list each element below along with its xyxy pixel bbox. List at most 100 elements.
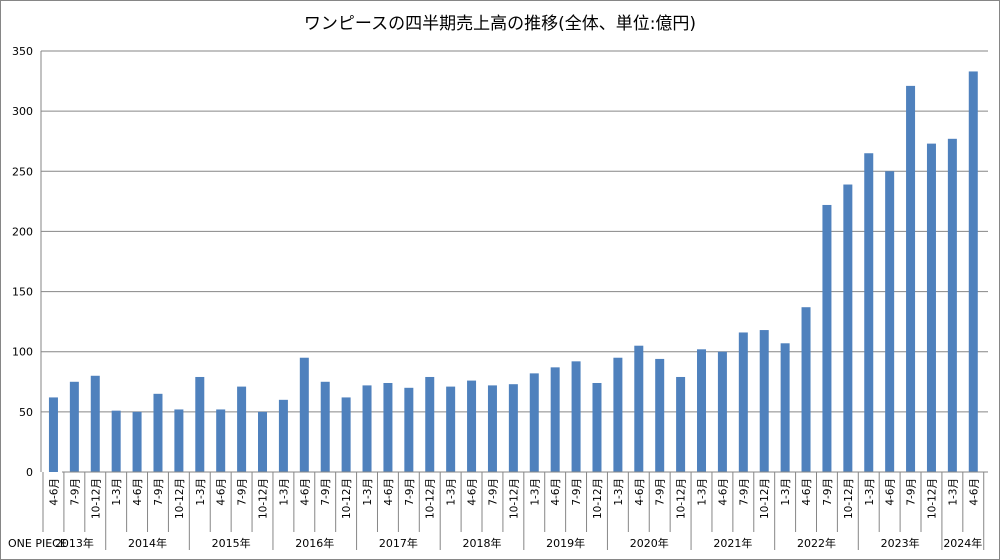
y-tick-label: 150 [12,286,33,299]
category-label: 10-12月 [759,478,771,519]
category-label: 4-6月 [132,478,144,506]
bar [508,384,518,472]
year-label: 2024年 [943,536,982,550]
bar [425,376,435,472]
bar [822,204,832,473]
category-label: 1-3月 [362,478,374,506]
year-label: 2018年 [463,536,502,550]
bar [404,387,414,472]
category-label: 4-6月 [634,478,646,506]
bar [801,307,811,472]
category-label: 7-9月 [822,478,834,506]
bar [906,85,916,472]
year-label: 2015年 [212,536,251,550]
bar [843,184,853,472]
bar [153,393,163,472]
category-label: 4-6月 [968,478,980,506]
bar [947,138,957,472]
category-label: 7-9月 [655,478,667,506]
category-label: 1-3月 [111,478,123,506]
category-label: 10-12月 [341,478,353,519]
category-label: 1-3月 [529,478,541,506]
category-label: 10-12月 [90,478,102,519]
category-label: 10-12月 [592,478,604,519]
y-tick-label: 100 [12,346,33,359]
year-label: 2016年 [295,536,334,550]
category-label: 4-6月 [48,478,60,506]
bar [613,357,623,472]
y-tick-label: 300 [12,105,33,118]
category-label: 10-12月 [425,478,437,519]
category-label: 7-9月 [571,478,583,506]
category-label: 10-12月 [174,478,186,519]
bar [174,409,184,472]
year-label: 2020年 [630,536,669,550]
bar [592,382,602,472]
category-label: 7-9月 [69,478,81,506]
chart-title: ワンピースの四半期売上高の推移(全体、単位:億円) [303,14,697,34]
bar [697,349,707,472]
bar [111,410,121,472]
category-label: 4-6月 [717,478,729,506]
bar [571,361,581,472]
bar [341,397,351,472]
category-label: 10-12月 [258,478,270,519]
category-label: 10-12月 [508,478,520,519]
bar [634,345,644,472]
bar [717,351,727,472]
year-label: 2017年 [379,536,418,550]
bar [237,386,247,472]
category-label: 1-3月 [613,478,625,506]
bar [968,71,978,472]
category-label: 10-12月 [843,478,855,519]
category-label: 4-6月 [299,478,311,506]
bar [48,397,58,472]
y-tick-label: 250 [12,165,33,178]
bar [926,143,936,472]
category-label: 7-9月 [153,478,165,506]
y-tick-label: 350 [12,45,33,58]
bar [885,171,895,473]
category-label: 4-6月 [801,478,813,506]
y-tick-label: 200 [12,225,33,238]
bar [738,332,748,472]
bar [258,411,268,472]
bar [529,373,539,472]
bar [676,376,686,472]
year-label: 2022年 [797,536,836,550]
bar [550,367,560,472]
year-label: 2021年 [713,536,752,550]
bar [195,376,205,472]
year-label: 2019年 [546,536,585,550]
bar [446,386,456,472]
bar [90,375,100,472]
bar [487,385,497,472]
year-label: 2013年 [55,536,94,550]
bar [320,381,330,472]
category-label: 4-6月 [383,478,395,506]
category-label: 10-12月 [926,478,938,519]
bar [467,380,477,472]
series-row-label: ONE PIECE [8,537,67,550]
category-label: 4-6月 [885,478,897,506]
bar [655,358,665,472]
category-label: 1-3月 [278,478,290,506]
category-label: 1-3月 [864,478,876,506]
bar [299,357,309,472]
category-label: 1-3月 [947,478,959,506]
bar [216,409,226,472]
bar [759,330,769,472]
category-label: 1-3月 [446,478,458,506]
category-label: 1-3月 [697,478,709,506]
bar [383,382,393,472]
bar [780,343,790,472]
category-label: 7-9月 [487,478,499,506]
category-label: 4-6月 [550,478,562,506]
category-label: 7-9月 [404,478,416,506]
bar [278,399,288,472]
category-label: 7-9月 [237,478,249,506]
category-label: 4-6月 [467,478,479,506]
category-label: 1-3月 [780,478,792,506]
